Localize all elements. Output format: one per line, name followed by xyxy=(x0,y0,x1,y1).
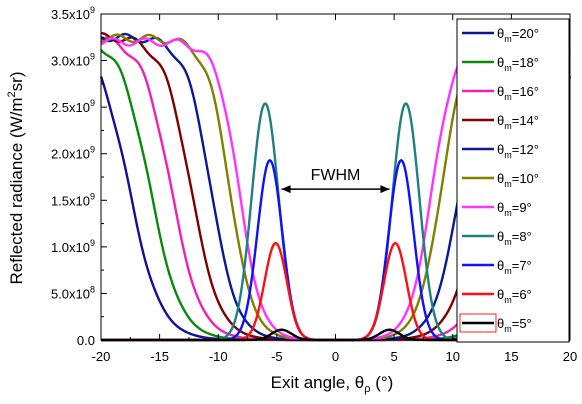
fwhm-arrow-head-left xyxy=(281,185,291,194)
y-tick-label-5: 2.5x109 xyxy=(51,98,95,115)
y-tick-label-7: 3.5x109 xyxy=(51,5,95,22)
legend-highlight-frame xyxy=(459,313,497,333)
legend-label-1: θm=18° xyxy=(497,55,539,73)
legend-layer: θm=20° θm=18° θm=16° θm=14° θm=12° θm=10° θm=9… xyxy=(456,18,570,343)
x-tick-label-6: 10 xyxy=(446,349,460,364)
y-tick-label-1: 5.0x108 xyxy=(51,284,95,301)
legend-box xyxy=(456,18,570,343)
x-tick-label-3: -5 xyxy=(271,349,283,364)
x-tick-label-8: 20 xyxy=(563,349,577,364)
y-tick-label-4: 2.0x109 xyxy=(51,145,95,162)
x-tick-label-7: 15 xyxy=(504,349,518,364)
annotation-layer: FWHM xyxy=(281,167,390,194)
legend-label-10: θm=5° xyxy=(497,316,532,334)
x-tick-label-0: -20 xyxy=(92,349,111,364)
x-tick-label-4: 0 xyxy=(332,349,339,364)
x-axis-label: Exit angle, θρ (°) xyxy=(271,373,394,395)
y-tick-label-6: 3.0x109 xyxy=(51,52,95,69)
legend-label-8: θm=7° xyxy=(497,258,532,276)
legend-label-6: θm=9° xyxy=(497,200,532,218)
legend-label-5: θm=10° xyxy=(497,171,539,189)
y-tick-label-2: 1.0x109 xyxy=(51,238,95,255)
x-tick-label-1: -15 xyxy=(150,349,169,364)
legend-label-0: θm=20° xyxy=(497,26,539,44)
fwhm-arrow-head-right xyxy=(380,185,390,194)
x-tick-label-2: -10 xyxy=(209,349,228,364)
y-axis-label: Reflected radiance (W/m2sr) xyxy=(6,71,26,284)
legend-label-9: θm=6° xyxy=(497,287,532,305)
y-tick-label-3: 1.5x109 xyxy=(51,191,95,208)
fwhm-label: FWHM xyxy=(311,167,361,184)
axes-layer: -20 -15 -10 -5 0 5 10 15 20 0.0 5.0x108 1.0x109 1.5x… xyxy=(51,5,577,364)
legend-label-7: θm=8° xyxy=(497,229,532,247)
legend-label-3: θm=14° xyxy=(497,113,539,131)
x-tick-label-5: 5 xyxy=(391,349,398,364)
y-tick-label-0: 0.0 xyxy=(77,333,95,348)
legend-label-2: θm=16° xyxy=(497,84,539,102)
legend-label-4: θm=12° xyxy=(497,142,539,160)
